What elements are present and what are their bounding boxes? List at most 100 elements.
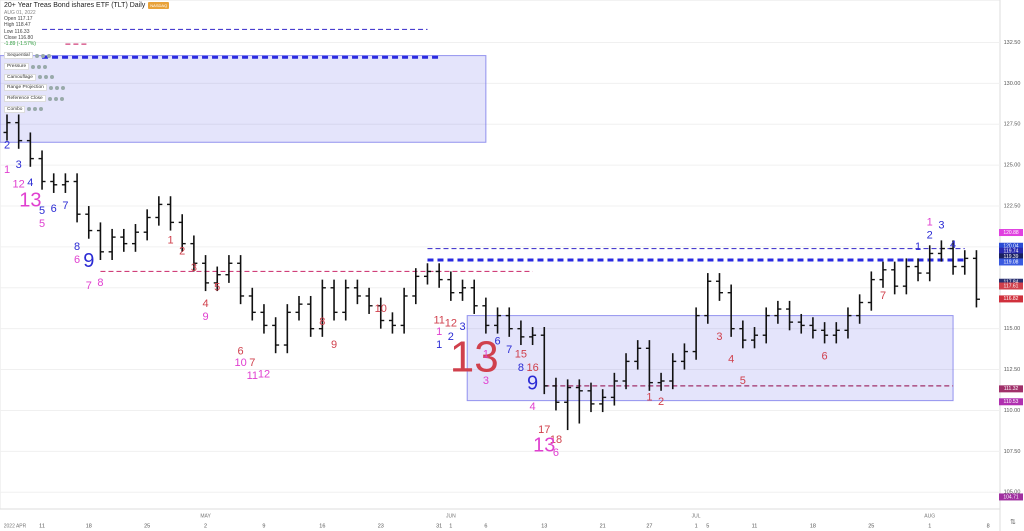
count-label: 7 bbox=[86, 280, 92, 292]
indicator-label[interactable]: Pressure bbox=[4, 63, 30, 71]
scale-toggle-icon[interactable]: ⇅ bbox=[1010, 519, 1016, 526]
x-tick-label: 9 bbox=[262, 523, 265, 529]
indicator-icon[interactable] bbox=[48, 85, 53, 90]
price-tag bbox=[999, 282, 1023, 290]
count-label: 1 bbox=[4, 164, 10, 176]
count-label: 3 bbox=[459, 321, 465, 333]
indicator-icon[interactable] bbox=[33, 107, 38, 112]
y-tick-label: 122.50 bbox=[1004, 203, 1021, 209]
y-tick-label: 132.50 bbox=[1004, 40, 1021, 46]
price-tag-label: 116.82 bbox=[1004, 296, 1019, 302]
price-tag-label: 119.08 bbox=[1004, 259, 1019, 265]
indicator-icon[interactable] bbox=[34, 53, 39, 58]
indicator-row: Range Projection bbox=[4, 83, 169, 94]
indicator-icon[interactable] bbox=[40, 53, 45, 58]
count-label: 18 bbox=[550, 434, 562, 446]
indicator-icon[interactable] bbox=[60, 85, 65, 90]
x-tick-label: 31 bbox=[436, 523, 442, 529]
count-label: 1 bbox=[915, 241, 921, 253]
indicator-icon[interactable] bbox=[39, 107, 44, 112]
count-label: 8 bbox=[74, 241, 80, 253]
count-label: 7 bbox=[880, 290, 886, 302]
x-tick-label: 25 bbox=[144, 523, 150, 529]
y-tick-label: 115.00 bbox=[1004, 326, 1020, 332]
count-label: 2 bbox=[658, 396, 664, 408]
exchange-badge: NASDAQ bbox=[148, 2, 170, 9]
count-label: 17 bbox=[538, 424, 550, 436]
indicator-icon[interactable] bbox=[31, 64, 36, 69]
count-label: 4 bbox=[728, 354, 734, 366]
count-label: 9 bbox=[527, 373, 538, 395]
count-label: 4 bbox=[27, 177, 33, 189]
indicator-icon[interactable] bbox=[46, 53, 51, 58]
count-label: 10 bbox=[375, 303, 387, 315]
month-label: 2022 APR bbox=[4, 523, 27, 529]
count-label: 1 bbox=[436, 326, 442, 338]
indicator-icon[interactable] bbox=[43, 75, 48, 80]
count-label: 2 bbox=[179, 246, 185, 258]
levels bbox=[42, 28, 965, 387]
indicator-label[interactable]: Camouflage bbox=[4, 73, 36, 81]
y-tick-label: 125.00 bbox=[1004, 163, 1021, 169]
zone bbox=[0, 55, 487, 143]
plot-area bbox=[0, 0, 1001, 510]
count-label: 5 bbox=[214, 282, 220, 294]
count-label: 5 bbox=[39, 218, 45, 230]
indicator-icon[interactable] bbox=[37, 75, 42, 80]
indicator-row: Combo bbox=[4, 104, 169, 115]
indicator-icon[interactable] bbox=[27, 107, 32, 112]
count-label: 1 bbox=[436, 339, 442, 351]
count-label: 3 bbox=[191, 262, 197, 274]
y-tick-label: 105.00 bbox=[1004, 490, 1021, 496]
price-tag bbox=[999, 242, 1023, 250]
x-tick-label: 13 bbox=[541, 523, 547, 529]
x-tick-label: 6 bbox=[484, 523, 487, 529]
date: AUG 01, 2022 bbox=[4, 10, 36, 16]
indicator-icon[interactable] bbox=[37, 64, 42, 69]
x-tick-label: 16 bbox=[319, 523, 325, 529]
x-tick-label: 18 bbox=[86, 523, 92, 529]
ohlc-line: Close 116.80 bbox=[4, 34, 34, 41]
count-label: 3 bbox=[716, 331, 722, 343]
change: -1.89 (-1.57%) bbox=[4, 41, 36, 48]
count-label: 9 bbox=[83, 250, 94, 272]
price-tag-label: 110.53 bbox=[1004, 399, 1019, 405]
indicator-icon[interactable] bbox=[59, 96, 64, 101]
indicator-icon[interactable] bbox=[43, 64, 48, 69]
indicator-label[interactable]: Range Projection bbox=[4, 84, 47, 92]
count-label: 9 bbox=[202, 311, 208, 323]
month-label: AUG bbox=[924, 513, 935, 519]
x-tick-label: 2 bbox=[204, 523, 207, 529]
indicator-label[interactable]: Sequential bbox=[4, 52, 33, 60]
price-tag bbox=[999, 278, 1023, 286]
count-label: 12 bbox=[258, 368, 270, 380]
count-label: 3 bbox=[16, 159, 22, 171]
price-tag-label: 119.39 bbox=[1004, 254, 1019, 260]
ohlc-line: High 118.47 bbox=[4, 22, 31, 29]
count-label: 6 bbox=[51, 203, 57, 215]
x-tick-label: 1 bbox=[695, 523, 698, 529]
count-label: 4 bbox=[950, 239, 956, 251]
price-tag-label: 111.32 bbox=[1004, 386, 1019, 392]
indicator-label[interactable]: Combo bbox=[4, 105, 26, 113]
price-tag-label: 104.71 bbox=[1003, 494, 1019, 500]
zones bbox=[0, 55, 954, 402]
month-label: MAY bbox=[200, 513, 211, 519]
indicator-label[interactable]: Reference Close bbox=[4, 95, 46, 103]
indicator-icon[interactable] bbox=[49, 75, 54, 80]
count-label: 16 bbox=[526, 362, 538, 374]
zone bbox=[466, 315, 954, 402]
indicator-icon[interactable] bbox=[53, 96, 58, 101]
indicator-icon[interactable] bbox=[54, 85, 59, 90]
count-label: 13 bbox=[533, 435, 555, 457]
indicator-icon[interactable] bbox=[47, 96, 52, 101]
price-tag bbox=[999, 229, 1023, 237]
count-label: 3 bbox=[938, 220, 944, 232]
price-tag bbox=[999, 253, 1023, 261]
count-label: 6 bbox=[553, 447, 559, 459]
count-label: 5 bbox=[39, 205, 45, 217]
x-tick-label: 1 bbox=[449, 523, 452, 529]
count-label: 6 bbox=[822, 350, 828, 362]
y-tick-label: 110.00 bbox=[1004, 408, 1020, 414]
